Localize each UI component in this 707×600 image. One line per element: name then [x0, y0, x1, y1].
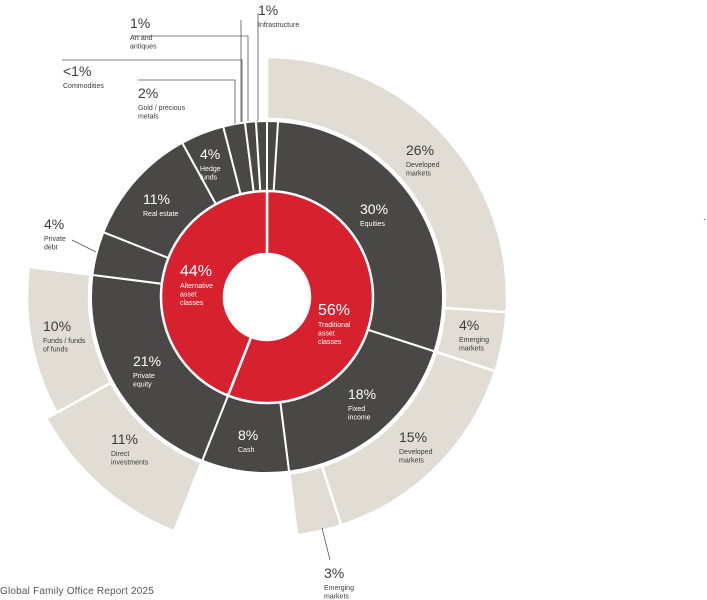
- label-fi-developed-label-line: Developed: [399, 449, 433, 456]
- label-equities-pct: 30%: [360, 201, 388, 217]
- label-art: 1% Art and antiques: [130, 15, 157, 51]
- label-direct-investments-label-line: Direct: [111, 451, 129, 458]
- label-private-debt: 4% Private debt: [44, 216, 66, 252]
- label-fi-developed-label-line: markets: [399, 458, 424, 465]
- label-hedge-funds: 4% Hedge funds: [200, 146, 221, 182]
- label-art-label-line: antiques: [130, 44, 157, 51]
- report-footer: Global Family Office Report 2025: [0, 586, 155, 597]
- label-eq-emerging-label-line: markets: [459, 346, 484, 353]
- label-private-equity-label-line: equity: [133, 382, 152, 389]
- label-funds-of-funds-label-line: of funds: [43, 347, 68, 354]
- outer-segment: [44, 381, 204, 533]
- label-alternative-pct: 44%: [180, 263, 212, 280]
- outer-segment: [25, 265, 113, 415]
- label-funds-of-funds-label-line: Funds / funds: [43, 338, 86, 345]
- label-fixed-income: 18% Fixed income: [348, 386, 376, 422]
- label-gold-pct: 2%: [138, 85, 158, 101]
- label-gold-label-line: Gold / precious: [138, 105, 186, 112]
- label-fixed-income-label-line: income: [348, 415, 371, 422]
- label-funds-of-funds: 10% Funds / funds of funds: [43, 318, 86, 354]
- label-eq-developed-pct: 26%: [406, 142, 434, 158]
- label-hedge-funds-label-line: Hedge: [200, 166, 221, 173]
- label-direct-investments-label-line: investments: [111, 460, 149, 467]
- label-direct-investments: 11% Direct investments: [111, 431, 149, 467]
- label-traditional-label-line: Traditional: [318, 322, 351, 329]
- label-private-debt-label-line: Private: [44, 236, 66, 243]
- label-eq-developed-label-line: markets: [406, 171, 431, 178]
- center-hole: [224, 254, 310, 340]
- leader-line: [62, 59, 243, 122]
- label-fi-emerging-label-line: markets: [324, 594, 349, 600]
- label-traditional-label-line: classes: [318, 339, 342, 346]
- label-hedge-funds-label-line: funds: [200, 175, 218, 182]
- label-alternative-label-line: Alternative: [180, 283, 213, 290]
- label-fi-emerging-pct: 3%: [324, 565, 344, 581]
- label-eq-emerging-pct: 4%: [459, 317, 479, 333]
- leader-line: [132, 35, 249, 121]
- label-commodities-pct: <1%: [63, 63, 91, 79]
- inner-segment: [226, 189, 375, 405]
- label-alternative-label-line: classes: [180, 300, 204, 307]
- label-fi-emerging: 3% Emerging markets: [324, 565, 354, 600]
- label-hedge-funds-pct: 4%: [200, 146, 220, 162]
- label-private-debt-label-line: debt: [44, 245, 58, 252]
- leader-line: [138, 79, 236, 124]
- stray-mark: .: [703, 212, 706, 223]
- label-equities-label-line: Equities: [360, 221, 385, 228]
- label-infrastructure: 1% Infrastructure: [258, 2, 299, 29]
- label-art-pct: 1%: [130, 15, 150, 31]
- label-fi-developed: 15% Developed markets: [399, 429, 433, 465]
- leader-line: [321, 527, 331, 561]
- label-equities: 30% Equities: [360, 201, 388, 228]
- leader-line: [71, 239, 97, 253]
- label-direct-investments-pct: 11%: [111, 431, 138, 447]
- label-traditional-label-line: asset: [318, 331, 335, 338]
- label-private-debt-pct: 4%: [44, 216, 64, 232]
- label-fixed-income-label-line: Fixed: [348, 406, 365, 413]
- label-art-label-line: Art and: [130, 35, 153, 42]
- label-fi-developed-pct: 15%: [399, 429, 427, 445]
- label-eq-developed: 26% Developed markets: [406, 142, 440, 178]
- label-eq-emerging-label-line: Emerging: [459, 337, 489, 344]
- label-alternative-label-line: asset: [180, 292, 197, 299]
- label-traditional-pct: 56%: [318, 302, 350, 319]
- label-real-estate-label-line: Real estate: [143, 211, 179, 218]
- label-fixed-income-pct: 18%: [348, 386, 376, 402]
- label-cash-label-line: Cash: [238, 447, 254, 454]
- label-cash-pct: 8%: [238, 427, 258, 443]
- label-eq-developed-label-line: Developed: [406, 162, 440, 169]
- label-fi-emerging-label-line: Emerging: [324, 585, 354, 592]
- label-commodities: <1% Commodities: [63, 63, 104, 90]
- label-commodities-label-line: Commodities: [63, 83, 104, 90]
- label-private-equity-pct: 21%: [133, 353, 161, 369]
- label-gold: 2% Gold / precious metals: [138, 85, 186, 121]
- label-private-equity: 21% Private equity: [133, 353, 161, 389]
- label-infrastructure-pct: 1%: [258, 2, 278, 18]
- label-cash: 8% Cash: [238, 427, 258, 454]
- label-real-estate-pct: 11%: [143, 191, 170, 207]
- label-gold-label-line: metals: [138, 114, 159, 121]
- label-funds-of-funds-pct: 10%: [43, 318, 71, 334]
- label-real-estate: 11% Real estate: [143, 191, 179, 218]
- outer-segment: [287, 464, 343, 537]
- label-private-equity-label-line: Private: [133, 373, 155, 380]
- label-eq-emerging: 4% Emerging markets: [459, 317, 489, 353]
- label-infrastructure-label-line: Infrastructure: [258, 22, 299, 29]
